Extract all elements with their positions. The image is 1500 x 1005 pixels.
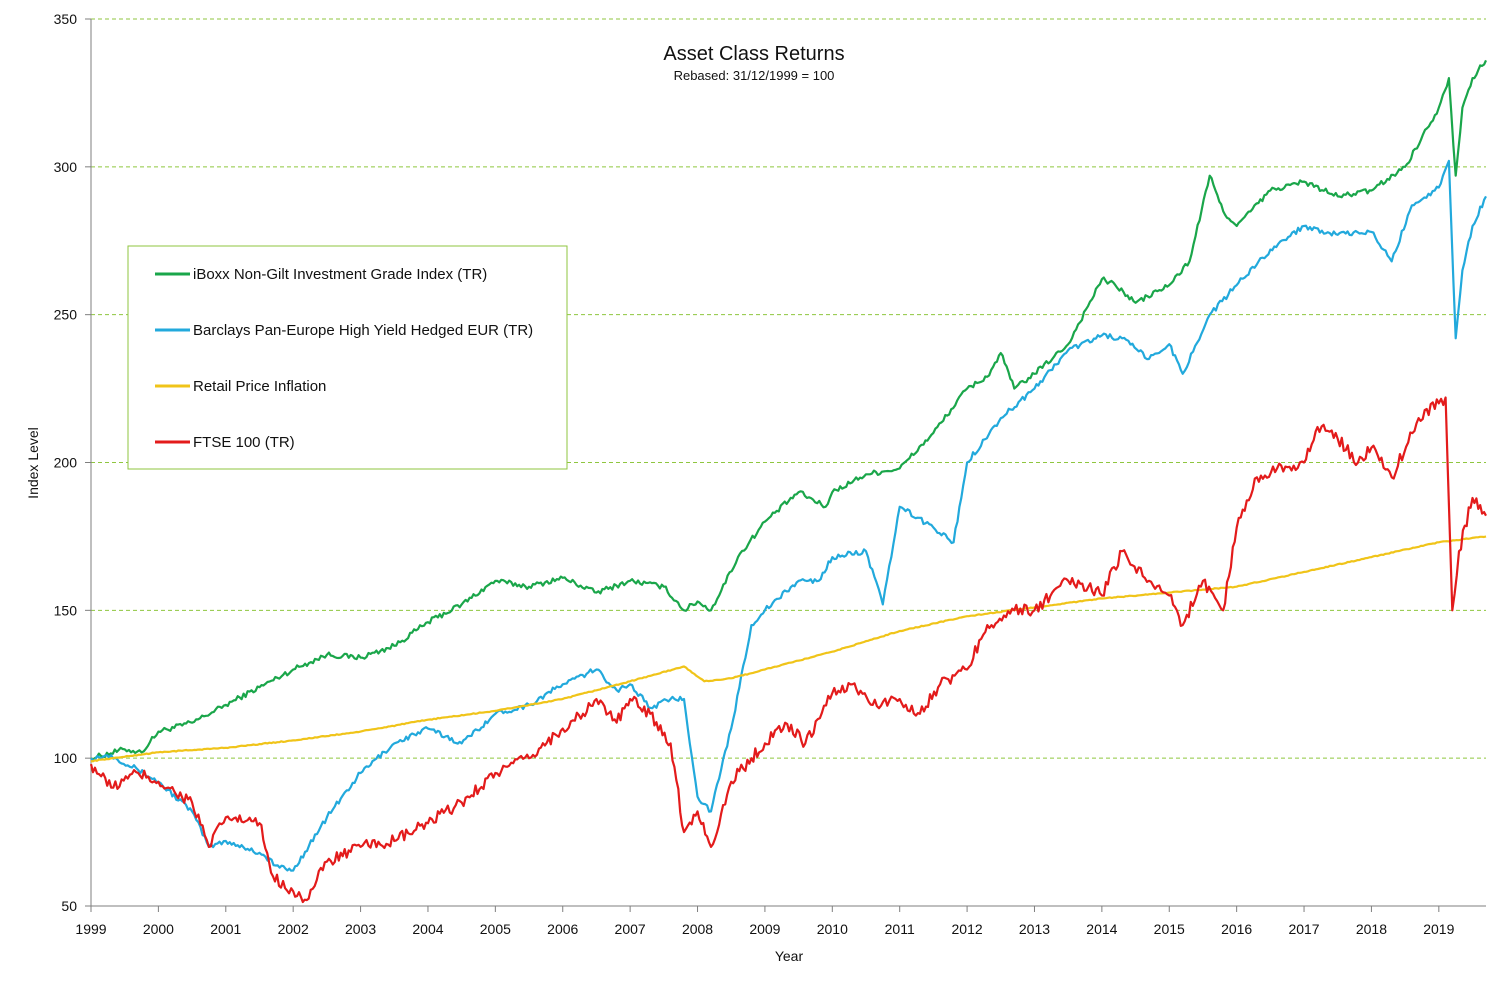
- x-tick-label-2013: 2013: [1019, 921, 1050, 937]
- x-tick-label-2010: 2010: [817, 921, 848, 937]
- x-tick-label-2014: 2014: [1086, 921, 1117, 937]
- x-tick-label-2004: 2004: [412, 921, 443, 937]
- x-tick-label-2011: 2011: [885, 921, 915, 937]
- series-line-ftse: [89, 396, 1487, 904]
- x-tick-label-2000: 2000: [143, 921, 174, 937]
- chart-subtitle: Rebased: 31/12/1999 = 100: [674, 68, 835, 83]
- axes: [85, 18, 1486, 912]
- x-tick-label-2007: 2007: [615, 921, 646, 937]
- series-line-rpi: [90, 535, 1487, 763]
- y-tick-label-50: 50: [61, 898, 77, 914]
- x-tick-label-2008: 2008: [682, 921, 713, 937]
- x-tick-label-2017: 2017: [1288, 921, 1319, 937]
- x-tick-label-2003: 2003: [345, 921, 376, 937]
- x-tick-label-2002: 2002: [278, 921, 309, 937]
- x-tick-label-2009: 2009: [749, 921, 780, 937]
- legend-label-iboxx: iBoxx Non-Gilt Investment Grade Index (T…: [193, 266, 487, 283]
- y-tick-label-300: 300: [54, 159, 78, 175]
- x-tick-label-1999: 1999: [75, 921, 106, 937]
- y-tick-label-100: 100: [54, 750, 78, 766]
- x-axis-title: Year: [775, 948, 804, 964]
- legend-box: [127, 245, 568, 470]
- x-tick-label-2015: 2015: [1154, 921, 1185, 937]
- series-line-iboxx: [90, 59, 1487, 762]
- x-tick-label-2005: 2005: [480, 921, 511, 937]
- y-tick-label-350: 350: [54, 11, 78, 27]
- chart-title: Asset Class Returns: [663, 43, 844, 65]
- x-tick-label-2016: 2016: [1221, 921, 1252, 937]
- legend-label-barclays: Barclays Pan-Europe High Yield Hedged EU…: [193, 322, 533, 339]
- series-lines: [89, 59, 1487, 904]
- legend-label-rpi: Retail Price Inflation: [193, 378, 326, 395]
- y-tick-label-150: 150: [54, 602, 78, 618]
- x-tick-label-2019: 2019: [1423, 921, 1454, 937]
- series-line-barclays: [90, 159, 1487, 872]
- x-tick-label-2006: 2006: [547, 921, 578, 937]
- x-tick-label-2001: 2001: [210, 921, 241, 937]
- x-tick-label-2012: 2012: [952, 921, 983, 937]
- y-axis-title: Index Level: [25, 427, 41, 499]
- tick-labels: 50 100 150 200 250 300 350 1999 2000 2001 2002 2003…: [54, 11, 1455, 937]
- y-tick-label-250: 250: [54, 307, 78, 323]
- legend: iBoxx Non-Gilt Investment Grade Index (T…: [127, 245, 568, 470]
- x-tick-label-2018: 2018: [1356, 921, 1387, 937]
- legend-label-ftse: FTSE 100 (TR): [193, 434, 295, 451]
- y-tick-label-200: 200: [54, 455, 78, 471]
